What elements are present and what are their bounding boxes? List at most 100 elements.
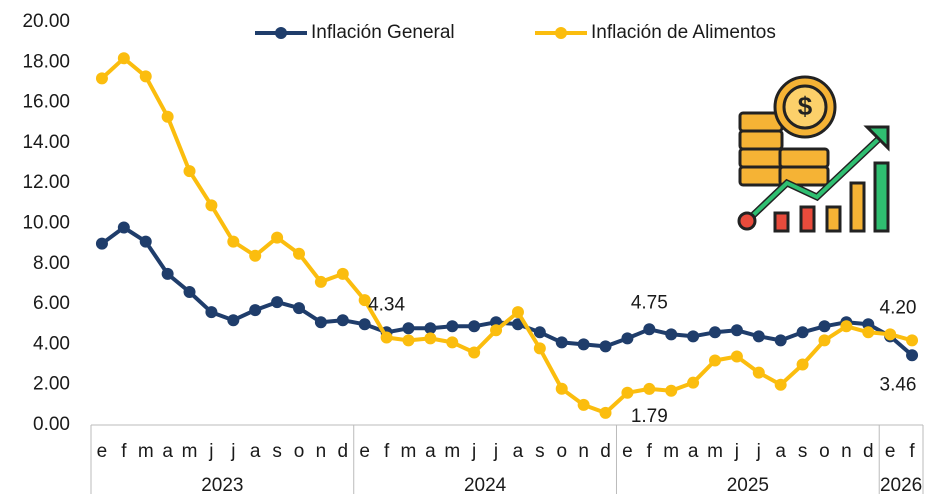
- x-tick-label: j: [471, 441, 476, 462]
- point: [578, 399, 590, 411]
- point: [402, 322, 414, 334]
- point: [775, 334, 787, 346]
- point: [162, 111, 174, 123]
- point: [731, 324, 743, 336]
- x-tick-label: a: [775, 441, 786, 462]
- x-tick-label: j: [493, 441, 498, 462]
- point: [402, 334, 414, 346]
- x-tick-label: m: [707, 441, 723, 462]
- point: [227, 236, 239, 248]
- point: [906, 334, 918, 346]
- point: [446, 320, 458, 332]
- point: [556, 336, 568, 348]
- legend-marker: [275, 27, 287, 39]
- legend-label: Inflación General: [311, 22, 455, 43]
- y-tick-label: 8.00: [33, 253, 70, 274]
- x-tick-label: e: [622, 441, 633, 462]
- x-tick-label: j: [230, 441, 235, 462]
- point: [468, 320, 480, 332]
- point: [862, 326, 874, 338]
- point: [687, 330, 699, 342]
- point: [96, 72, 108, 84]
- point: [709, 326, 721, 338]
- year-label: 2025: [727, 475, 769, 494]
- point: [118, 222, 130, 234]
- data-label: 4.75: [631, 292, 668, 313]
- y-tick-label: 4.00: [33, 333, 70, 354]
- point: [249, 250, 261, 262]
- point: [205, 306, 217, 318]
- x-tick-label: s: [272, 441, 282, 462]
- x-tick-label: m: [138, 441, 154, 462]
- year-label: 2026: [880, 475, 922, 494]
- x-tick-label: j: [734, 441, 739, 462]
- point: [600, 340, 612, 352]
- point: [424, 332, 436, 344]
- point: [118, 52, 130, 64]
- x-tick-label: d: [863, 441, 874, 462]
- x-tick-label: m: [444, 441, 460, 462]
- x-tick-label: a: [425, 441, 436, 462]
- x-tick-label: m: [663, 441, 679, 462]
- y-tick-label: 6.00: [33, 293, 70, 314]
- data-label: 1.79: [631, 406, 668, 427]
- point: [184, 165, 196, 177]
- x-tick-label: f: [384, 441, 390, 462]
- x-tick-label: e: [97, 441, 108, 462]
- x-tick-label: n: [578, 441, 589, 462]
- x-tick-label: n: [841, 441, 852, 462]
- point: [512, 306, 524, 318]
- point: [359, 318, 371, 330]
- point: [490, 324, 502, 336]
- x-tick-label: o: [819, 441, 830, 462]
- point: [818, 320, 830, 332]
- point: [556, 383, 568, 395]
- x-tick-label: s: [798, 441, 808, 462]
- x-tick-label: j: [756, 441, 761, 462]
- page: {"chart_data": {"type": "line", "categor…: [0, 0, 938, 499]
- point: [293, 302, 305, 314]
- y-tick-label: 2.00: [33, 374, 70, 395]
- chart: $ 0.002.004.006.008.0010.0012.0014.0016.…: [0, 0, 938, 494]
- point: [468, 346, 480, 358]
- point: [687, 377, 699, 389]
- x-tick-label: s: [535, 441, 545, 462]
- x-tick-label: e: [359, 441, 370, 462]
- point: [753, 367, 765, 379]
- x-tick-label: d: [338, 441, 349, 462]
- point: [797, 326, 809, 338]
- point: [337, 314, 349, 326]
- point: [906, 349, 918, 361]
- x-tick-label: j: [208, 441, 213, 462]
- point: [884, 328, 896, 340]
- point: [293, 248, 305, 260]
- point: [381, 332, 393, 344]
- x-tick-label: a: [250, 441, 261, 462]
- point: [184, 286, 196, 298]
- point: [162, 268, 174, 280]
- point: [775, 379, 787, 391]
- point: [205, 199, 217, 211]
- point: [315, 316, 327, 328]
- x-tick-label: e: [885, 441, 896, 462]
- point: [753, 330, 765, 342]
- x-tick-label: o: [556, 441, 567, 462]
- point: [840, 320, 852, 332]
- point: [227, 314, 239, 326]
- y-tick-label: 16.00: [22, 92, 70, 113]
- x-tick-label: f: [121, 441, 127, 462]
- point: [534, 342, 546, 354]
- y-tick-label: 18.00: [22, 51, 70, 72]
- svg-text:$: $: [798, 91, 813, 121]
- x-tick-label: d: [600, 441, 611, 462]
- y-tick-label: 0.00: [33, 414, 70, 435]
- point: [731, 350, 743, 362]
- point: [665, 328, 677, 340]
- point: [665, 385, 677, 397]
- data-label: 3.46: [880, 374, 917, 395]
- point: [249, 304, 261, 316]
- x-tick-label: a: [162, 441, 173, 462]
- point: [578, 338, 590, 350]
- y-tick-label: 20.00: [22, 11, 70, 32]
- point: [96, 238, 108, 250]
